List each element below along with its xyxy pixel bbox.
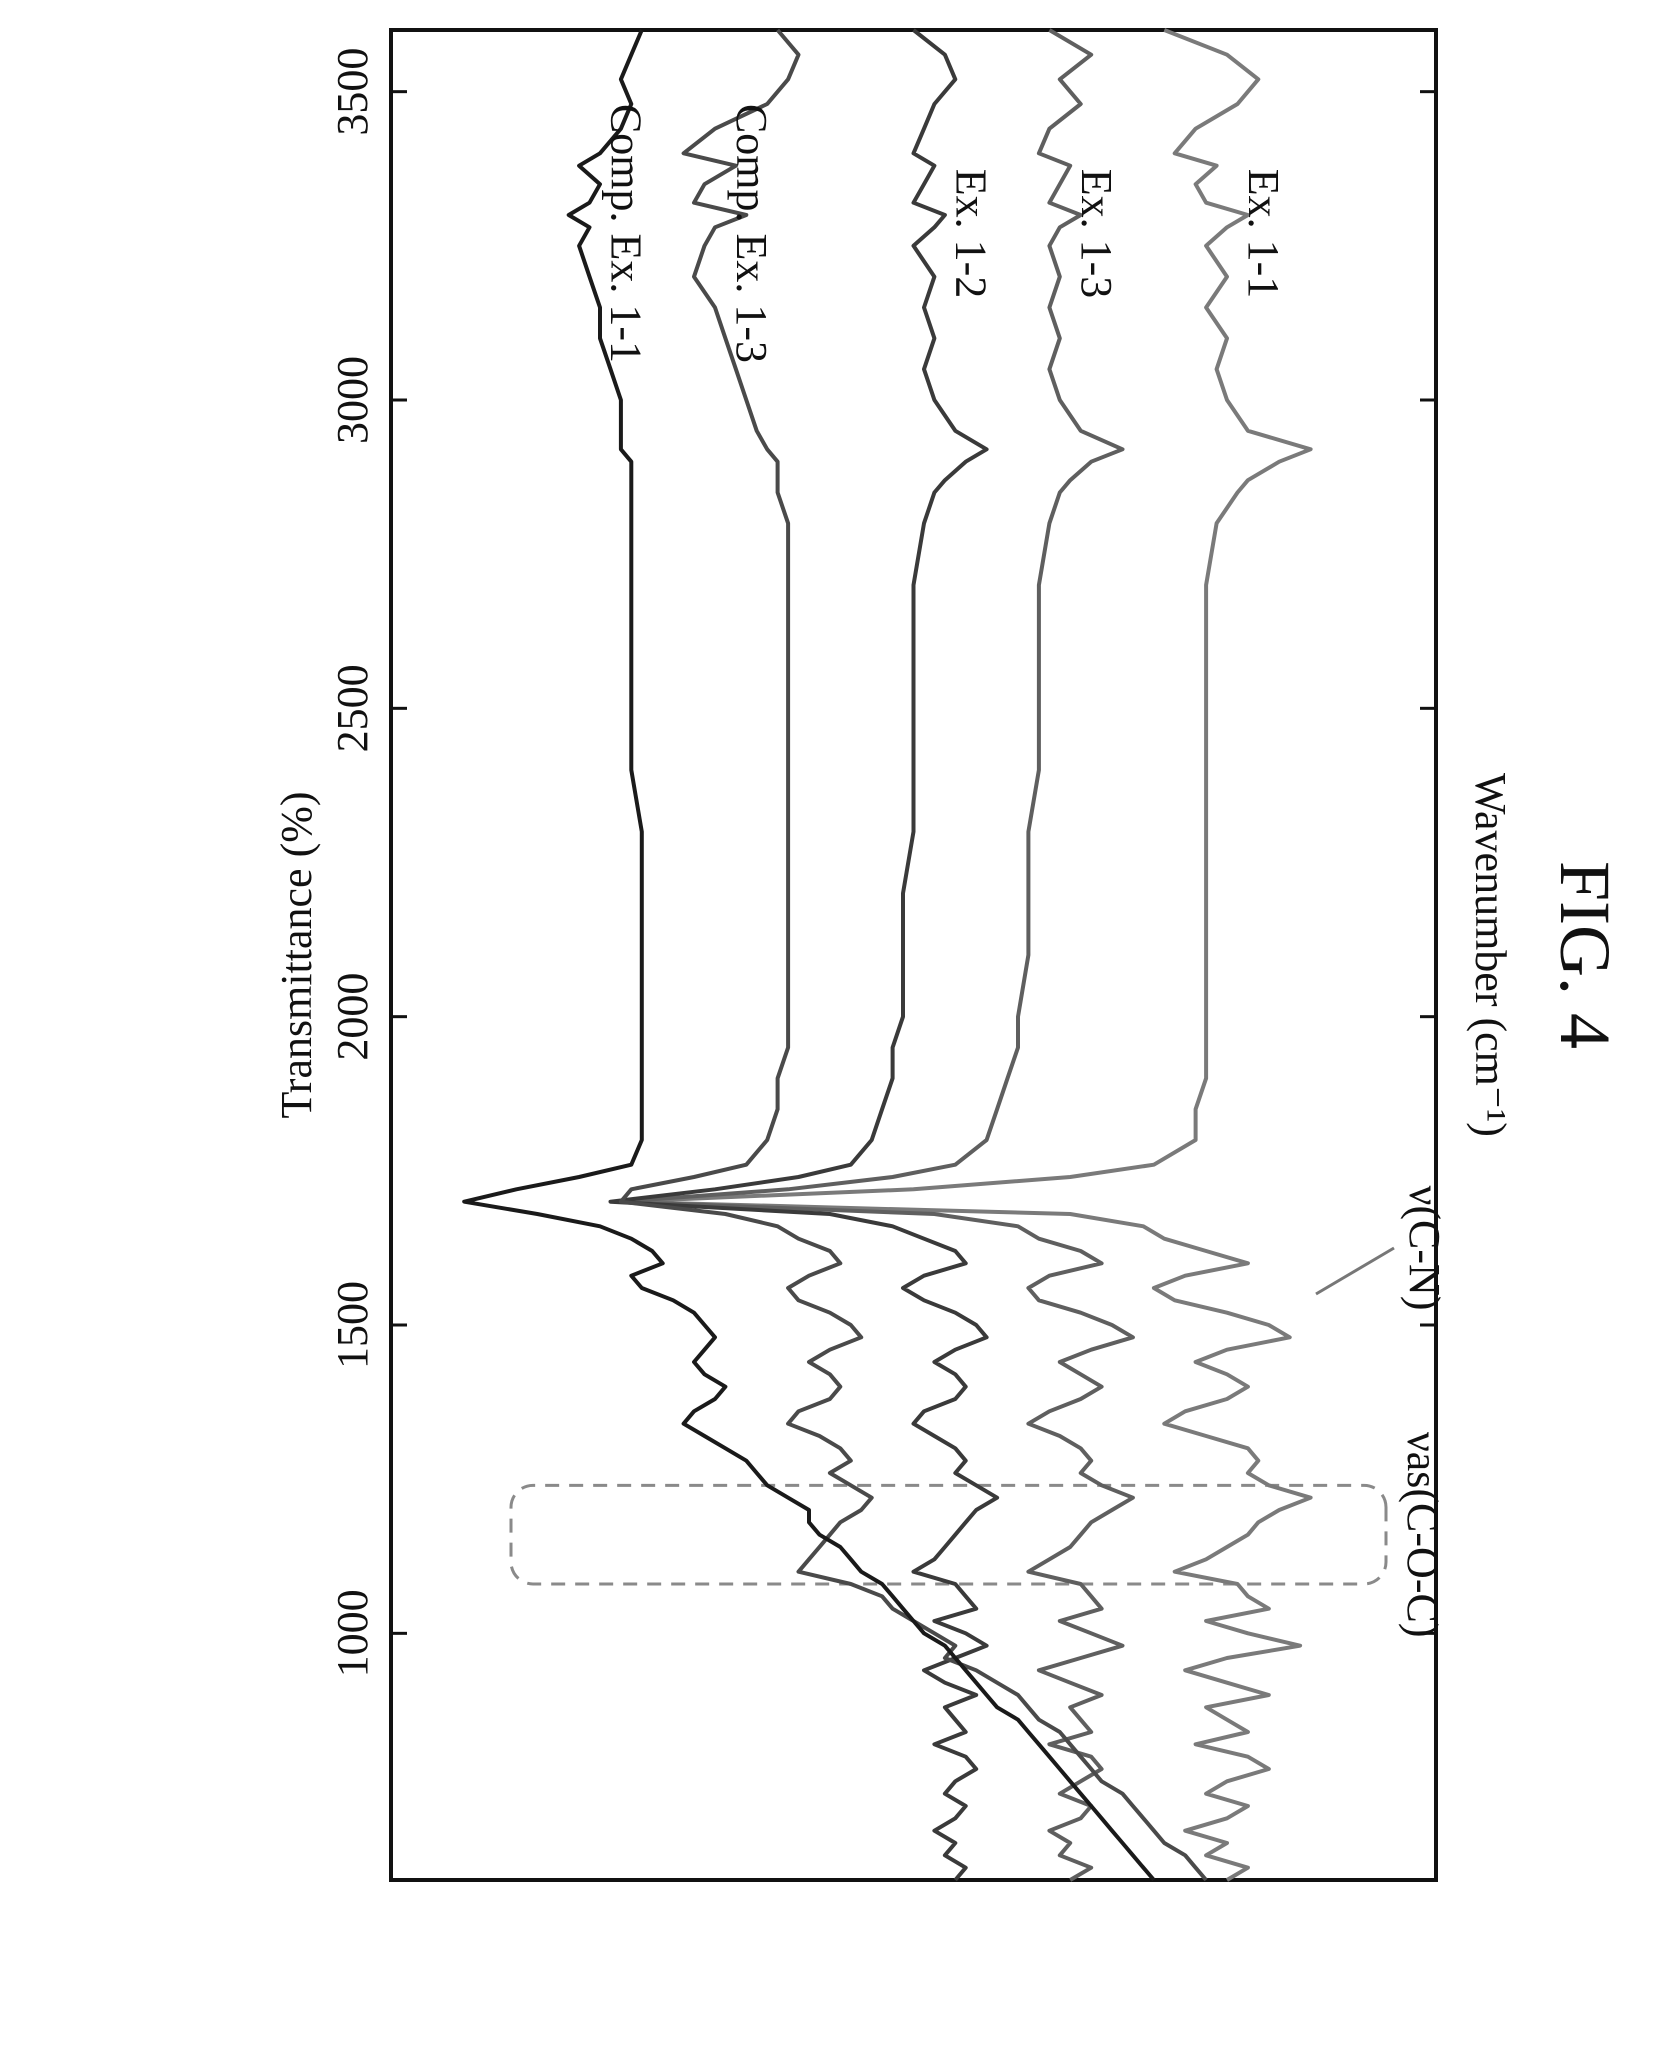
series-label-3: Ex. 1-2 (946, 169, 995, 299)
series-labels-layer: Ex. 1-1 Ex. 1-3 Ex. 1-2 Comp. Ex. 1-3 Comp. … (602, 104, 1289, 363)
x-tick-label-1500: 1500 (328, 1281, 377, 1369)
series-label-4: Comp. Ex. 1-3 (727, 104, 776, 363)
series-line-5 (462, 29, 1156, 1882)
series-layer (462, 28, 1313, 1882)
series-label-5: Comp. Ex. 1-1 (602, 104, 651, 363)
annotation-c-n-arrow (1315, 1246, 1395, 1296)
figure-label: FIG. 4 (1545, 861, 1625, 1049)
x-tick-label-3000: 3000 (328, 356, 377, 444)
annotations-layer: νas(C-O-C) ν(C-N) (1315, 1186, 1449, 1638)
x-tick-label-3500: 3500 (328, 48, 377, 136)
x-tick-label-1000: 1000 (328, 1589, 377, 1677)
series-line-3 (608, 28, 1000, 1882)
x-tick-label-2500: 2500 (328, 664, 377, 752)
series-line-1 (618, 28, 1313, 1882)
series-line-2 (618, 28, 1135, 1882)
plot-frame (389, 28, 1438, 1882)
highlight-layer (509, 1483, 1388, 1586)
x-axis-label: Wavenumber (cm⁻¹) (1466, 773, 1515, 1137)
series-label-1: Ex. 1-1 (1239, 169, 1288, 299)
x-tick-label-2000: 2000 (328, 973, 377, 1061)
annotation-c-n: ν(C-N) (1400, 1186, 1449, 1311)
c-o-c-highlight-box (509, 1483, 1388, 1586)
series-label-2: Ex. 1-3 (1072, 169, 1121, 299)
x-ticks-layer: 3500 3000 2500 2000 1500 1000 (328, 48, 1436, 1677)
series-line-4 (618, 28, 1208, 1882)
annotation-c-o-c: νas(C-O-C) (1398, 1432, 1447, 1638)
y-axis-label: Transmittance (%) (272, 791, 321, 1118)
